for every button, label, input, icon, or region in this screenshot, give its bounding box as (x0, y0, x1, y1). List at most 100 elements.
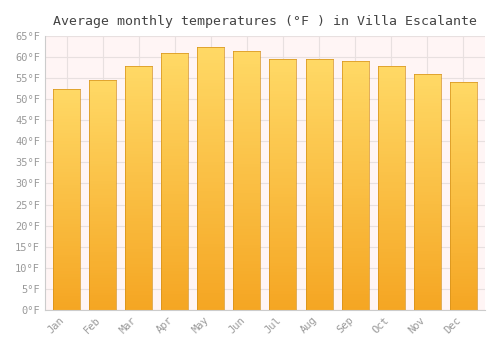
Bar (125, 264, 152, 267)
Bar (89, 115, 116, 118)
Bar (234, 226, 260, 229)
Bar (125, 108, 152, 111)
Bar (89, 215, 116, 218)
Bar (306, 225, 332, 229)
Bar (198, 73, 224, 76)
Bar (234, 138, 260, 141)
Bar (125, 173, 152, 175)
Bar (125, 212, 152, 215)
Bar (342, 223, 368, 226)
Bar (161, 140, 188, 143)
Bar (450, 290, 477, 293)
Bar (198, 63, 224, 66)
Bar (53, 108, 80, 111)
Bar (270, 234, 296, 238)
Bar (234, 222, 260, 226)
Bar (198, 231, 224, 234)
Bar (198, 221, 224, 224)
Bar (125, 282, 152, 285)
Bar (53, 202, 80, 205)
Bar (378, 127, 404, 130)
Bar (89, 258, 116, 261)
Bar (53, 125, 80, 127)
Bar (161, 204, 188, 207)
Bar (89, 267, 116, 270)
Bar (161, 239, 188, 243)
Bar (342, 124, 368, 127)
Bar (53, 103, 80, 105)
Bar (234, 183, 260, 187)
Bar (270, 266, 296, 269)
Bar (234, 103, 260, 106)
Bar (342, 303, 368, 307)
Bar (450, 134, 477, 136)
Bar (306, 72, 332, 75)
Bar (414, 277, 441, 280)
Bar (450, 304, 477, 307)
Bar (53, 141, 80, 144)
Bar (450, 131, 477, 134)
Bar (125, 111, 152, 114)
Bar (198, 119, 224, 122)
Bar (270, 62, 296, 65)
Bar (161, 60, 188, 63)
Bar (125, 285, 152, 288)
Bar (89, 295, 116, 298)
Bar (198, 96, 224, 99)
Bar (53, 116, 80, 119)
Bar (89, 181, 116, 184)
Bar (378, 72, 404, 75)
Bar (89, 235, 116, 238)
Bar (234, 109, 260, 112)
Bar (161, 287, 188, 290)
Bar (342, 238, 368, 242)
Bar (270, 269, 296, 272)
Bar (198, 254, 224, 257)
Bar (161, 120, 188, 124)
Bar (306, 69, 332, 72)
Bar (306, 234, 332, 238)
Bar (270, 131, 296, 134)
Bar (414, 262, 441, 266)
Bar (342, 117, 368, 120)
Bar (234, 70, 260, 74)
Bar (161, 136, 188, 140)
Bar (198, 89, 224, 93)
Bar (450, 179, 477, 182)
Bar (306, 282, 332, 285)
Bar (270, 253, 296, 257)
Bar (414, 74, 441, 77)
Bar (450, 216, 477, 219)
Bar (378, 105, 404, 108)
Bar (342, 248, 368, 251)
Bar (161, 178, 188, 181)
Bar (270, 294, 296, 297)
Bar (414, 98, 441, 100)
Bar (378, 90, 404, 93)
Bar (125, 105, 152, 108)
Bar (342, 273, 368, 276)
Bar (342, 307, 368, 310)
Bar (198, 300, 224, 303)
Bar (378, 288, 404, 292)
Bar (414, 283, 441, 286)
Bar (450, 85, 477, 88)
Bar (198, 70, 224, 73)
Bar (306, 91, 332, 94)
Bar (89, 275, 116, 278)
Bar (342, 229, 368, 232)
Bar (270, 279, 296, 282)
Bar (270, 228, 296, 231)
Bar (161, 184, 188, 188)
Bar (89, 206, 116, 209)
Bar (53, 100, 80, 103)
Bar (342, 179, 368, 182)
Bar (306, 263, 332, 266)
Bar (161, 75, 188, 79)
Bar (450, 250, 477, 253)
Bar (414, 248, 441, 251)
Bar (342, 154, 368, 158)
Bar (450, 142, 477, 145)
Bar (414, 154, 441, 156)
Bar (450, 276, 477, 279)
